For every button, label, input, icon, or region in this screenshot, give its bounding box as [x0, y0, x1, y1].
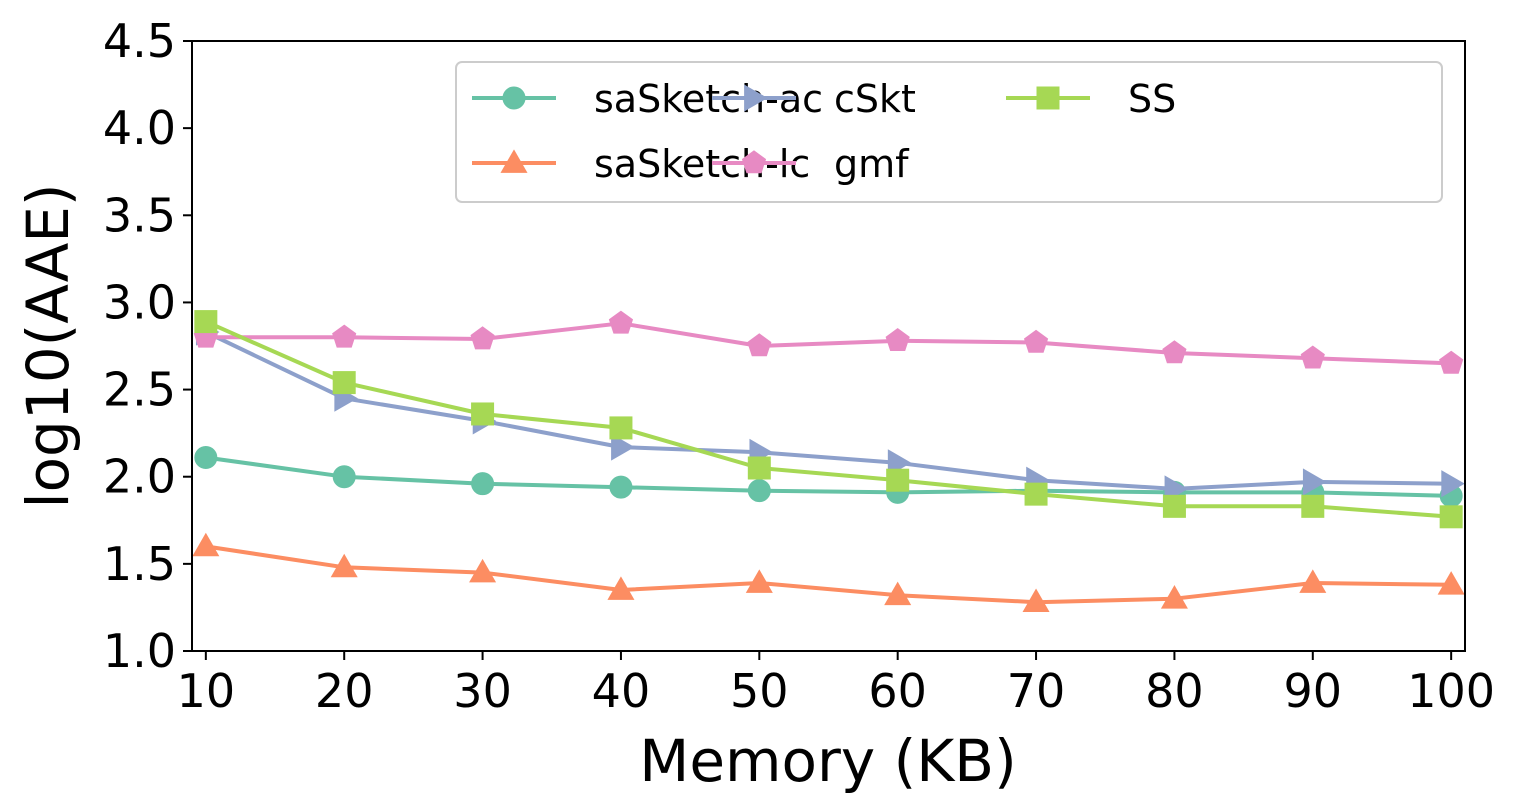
x-tick-label: 50 [730, 664, 789, 718]
x-tick-label: 70 [1007, 664, 1066, 718]
data-point [471, 472, 495, 496]
x-tick-label: 100 [1407, 664, 1495, 718]
y-tick-label: 2.5 [103, 363, 176, 417]
data-point [192, 532, 220, 557]
x-tick-label: 60 [868, 664, 927, 718]
x-tick-label: 40 [592, 664, 651, 718]
legend-marker [500, 149, 528, 173]
data-point [470, 326, 495, 350]
series-line [205, 455, 1452, 498]
legend-marker [741, 150, 767, 174]
data-point [609, 416, 633, 440]
data-point [747, 479, 771, 503]
x-tick-label: 30 [453, 664, 512, 718]
x-tick-label: 90 [1284, 664, 1343, 718]
series-line [205, 321, 1452, 366]
data-point [194, 310, 218, 334]
series-line [204, 330, 1452, 491]
data-point [611, 433, 635, 461]
legend-marker [502, 86, 526, 110]
data-point [194, 446, 218, 470]
series-layer [192, 310, 1465, 613]
y-tick-label: 4.0 [103, 101, 176, 155]
legend-label: gmf [834, 142, 910, 186]
x-tick-label: 80 [1145, 664, 1204, 718]
x-tick-label: 20 [315, 664, 374, 718]
legend-label: cSkt [834, 77, 916, 121]
data-point [747, 333, 772, 357]
data-point [884, 581, 912, 606]
x-tick-label: 10 [177, 664, 236, 718]
series-saSketch-lc [192, 532, 1465, 613]
data-point [885, 328, 910, 352]
y-tick-label: 1.0 [103, 624, 176, 678]
data-point [747, 456, 771, 480]
data-point [886, 468, 910, 492]
data-point [1302, 468, 1327, 496]
series-SS [194, 310, 1463, 529]
x-axis: 10 20 30 40 50 60 70 80 90 100 [177, 651, 1495, 718]
legend-item: SS [1006, 77, 1176, 121]
data-point [469, 558, 497, 583]
data-point [330, 553, 358, 578]
plot-frame [191, 40, 1466, 652]
series-line [204, 319, 1452, 519]
data-point [745, 569, 773, 593]
data-point [1162, 340, 1187, 364]
data-point [332, 371, 356, 395]
data-point [608, 310, 634, 334]
data-point [1024, 482, 1048, 506]
y-axis: 1.0 1.5 2.0 2.5 3.0 3.5 4.0 4.5 [103, 14, 192, 678]
data-point [1441, 470, 1465, 498]
data-point [1437, 571, 1465, 595]
x-axis-title: Memory (KB) [639, 727, 1016, 795]
series-line [205, 544, 1452, 605]
data-point [332, 465, 356, 489]
y-tick-label: 4.5 [103, 14, 176, 68]
data-point [1022, 588, 1050, 613]
data-point [1300, 345, 1325, 369]
data-point [1299, 569, 1327, 593]
data-point [1439, 505, 1463, 529]
legend-frame [455, 61, 1443, 203]
legend-marker [1036, 86, 1060, 110]
data-point [1162, 494, 1186, 518]
data-point [332, 324, 357, 348]
legend-item: cSkt [712, 77, 916, 121]
legend-label: SS [1128, 77, 1176, 121]
y-tick-label: 2.0 [103, 450, 176, 504]
y-tick-label: 3.0 [103, 275, 176, 329]
y-axis-title: log10(AAE) [14, 183, 82, 508]
data-point [1160, 585, 1188, 609]
data-point [1301, 494, 1325, 518]
data-point [607, 576, 635, 600]
legend-marker [744, 84, 768, 112]
y-tick-label: 1.5 [103, 537, 176, 591]
y-tick-label: 3.5 [103, 188, 176, 242]
data-point [609, 475, 633, 499]
data-point [471, 402, 495, 426]
legend-item: gmf [712, 142, 910, 186]
data-point [1023, 329, 1049, 353]
data-point [1439, 350, 1464, 374]
series-gmf [193, 310, 1464, 374]
